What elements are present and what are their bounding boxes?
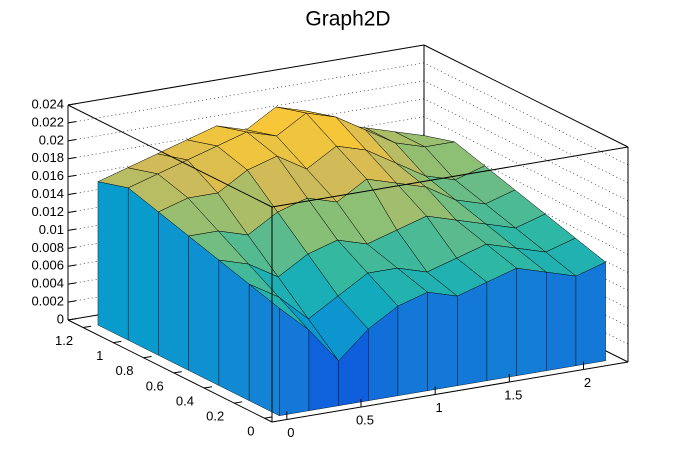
surface-wall xyxy=(97,181,129,341)
chart-title: Graph2D xyxy=(305,8,390,31)
z-tick xyxy=(67,174,77,178)
surface-wall xyxy=(546,271,577,371)
z-tick xyxy=(67,228,77,231)
y-tick xyxy=(173,371,182,374)
x-axis xyxy=(271,361,629,423)
surface-wall xyxy=(486,267,517,381)
z-tick-label: 0.022 xyxy=(31,114,64,129)
z-tick xyxy=(67,300,77,303)
frame xyxy=(67,44,425,106)
z-tick-label: 0.006 xyxy=(31,258,64,273)
y-tick-label: 0.4 xyxy=(176,393,194,408)
y-tick-label: 0.6 xyxy=(146,378,164,393)
grid-line xyxy=(67,98,629,202)
y-axis xyxy=(67,319,273,423)
x-tick-label: 2 xyxy=(584,375,591,390)
z-tick xyxy=(67,264,77,267)
z-tick-label: 0.018 xyxy=(31,150,64,165)
z-tick xyxy=(67,156,77,160)
frame xyxy=(423,44,629,148)
z-tick xyxy=(67,246,77,249)
y-tick xyxy=(143,355,152,359)
z-tick xyxy=(67,282,77,285)
z-tick-label: 0.02 xyxy=(39,132,64,147)
surface-wall xyxy=(427,291,458,391)
z-tick-label: 0.004 xyxy=(31,276,64,291)
y-tick-label: 0.2 xyxy=(206,409,224,424)
y-tick-label: 0.8 xyxy=(115,363,133,378)
x-tick-label: 0 xyxy=(287,425,294,440)
z-tick xyxy=(67,121,77,124)
z-tick xyxy=(67,210,77,213)
y-tick-label: 1.2 xyxy=(55,333,73,348)
x-tick-label: 1 xyxy=(436,400,443,415)
surface-wall xyxy=(516,267,547,376)
surface-wall xyxy=(575,261,606,366)
y-tick xyxy=(234,401,243,404)
surface-wall xyxy=(158,211,189,371)
x-tick-label: 0.5 xyxy=(356,412,374,427)
z-tick-label: 0.012 xyxy=(31,204,64,219)
surface-wall xyxy=(457,281,488,386)
y-tick-label: 1 xyxy=(96,348,103,363)
surface-wall xyxy=(188,235,220,386)
surface-wall xyxy=(397,291,428,396)
z-tick-label: 0.01 xyxy=(39,222,64,237)
z-tick-label: 0.008 xyxy=(31,240,64,255)
y-tick xyxy=(83,325,92,329)
z-tick xyxy=(67,192,77,196)
grid-line xyxy=(67,62,629,166)
y-tick xyxy=(113,340,122,344)
z-tick-label: 0.024 xyxy=(31,96,64,111)
y-tick xyxy=(264,416,273,419)
y-tick xyxy=(203,386,213,389)
z-tick xyxy=(67,139,77,142)
grid-line xyxy=(67,80,629,184)
x-tick-label: 1.5 xyxy=(504,387,522,402)
y-tick-label: 0 xyxy=(247,424,254,439)
z-tick-label: 0.014 xyxy=(31,186,64,201)
z-tick-label: 0.016 xyxy=(31,168,64,183)
surface-wall xyxy=(127,187,159,356)
z-tick-label: 0.002 xyxy=(31,294,64,309)
frame xyxy=(67,104,273,208)
surface-wall xyxy=(218,259,250,401)
frame xyxy=(271,146,629,208)
z-tick-label: 0 xyxy=(57,311,64,326)
